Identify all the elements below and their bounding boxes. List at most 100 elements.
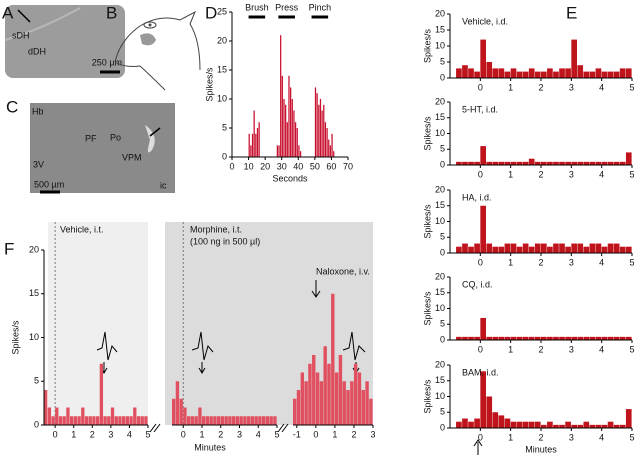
bar: [595, 424, 602, 428]
bar: [589, 71, 596, 78]
bar: [577, 65, 584, 78]
y-tick-label: 20: [435, 359, 445, 369]
x-tick-label: 0: [181, 429, 186, 439]
bar: [504, 161, 511, 165]
bar: [522, 71, 529, 78]
x-tick-label: 4: [256, 429, 261, 439]
y-tick-label: 5: [440, 144, 445, 154]
bar: [468, 246, 474, 253]
bar: [541, 336, 547, 340]
panel-background: [48, 222, 148, 425]
bar: [516, 246, 523, 253]
y-tick-label: 5: [222, 122, 227, 132]
bar: [474, 161, 480, 165]
x-tick-label: 4: [599, 344, 604, 354]
rat-pupil: [148, 23, 152, 27]
bar: [456, 68, 462, 78]
bar: [258, 122, 260, 157]
bar: [541, 71, 547, 78]
bar: [316, 93, 318, 157]
bar: [462, 65, 468, 78]
bar: [353, 363, 358, 425]
y-tick-label: 20: [435, 271, 445, 281]
y-tick-label: 20: [29, 244, 39, 254]
bar: [258, 416, 262, 425]
bar: [456, 246, 462, 253]
y-axis-label: Spikes/s: [10, 320, 20, 355]
bar: [595, 243, 602, 253]
y-tick-label: 15: [435, 112, 445, 122]
y-tick-label: 15: [435, 200, 445, 210]
panel-label: B: [106, 3, 117, 22]
y-axis-label: Spikes/s: [422, 379, 432, 414]
bar: [510, 68, 517, 78]
bar: [110, 407, 115, 425]
x-tick-label: 0: [229, 161, 234, 171]
bar: [125, 416, 130, 425]
bar: [589, 336, 596, 340]
bar: [288, 75, 290, 157]
bar: [133, 407, 137, 425]
bar: [250, 145, 252, 157]
bar: [239, 416, 243, 425]
bar: [504, 418, 511, 428]
bar: [62, 416, 66, 425]
x-tick-label: 1: [508, 257, 513, 267]
bar: [314, 87, 317, 157]
x-tick-label: 1: [508, 82, 513, 92]
bar: [92, 416, 96, 425]
bar: [547, 68, 553, 78]
bar: [255, 133, 257, 157]
panel-label: D: [205, 3, 217, 22]
bar: [516, 421, 523, 428]
scale-bar-label: 500 µm: [34, 179, 64, 189]
y-tick-label: 10: [435, 303, 445, 313]
bar: [217, 416, 221, 425]
bar: [619, 424, 626, 428]
bar: [350, 381, 354, 425]
bar: [243, 416, 247, 425]
bar: [522, 161, 529, 165]
bar: [480, 205, 486, 253]
bar: [613, 424, 620, 428]
bar: [625, 246, 632, 253]
label-pf: PF: [85, 133, 97, 143]
panel-label: A: [2, 3, 14, 22]
bar: [66, 407, 70, 425]
bar: [528, 158, 535, 165]
y-tick-label: 25: [217, 6, 227, 16]
x-tick-label: 5: [629, 169, 634, 179]
bar: [51, 416, 55, 425]
bar: [607, 243, 614, 253]
x-tick-label: 4: [599, 432, 604, 442]
bar: [553, 424, 559, 428]
panel-label: F: [4, 239, 14, 258]
bar: [492, 412, 499, 428]
bar: [613, 71, 620, 78]
bar: [456, 421, 462, 428]
bar: [571, 161, 577, 165]
bar: [571, 243, 577, 253]
bar: [613, 161, 620, 165]
label-ddh: dDH: [28, 46, 46, 56]
bar: [308, 363, 312, 425]
bar: [571, 424, 577, 428]
arrow: [149, 127, 161, 137]
bar: [118, 416, 122, 425]
bar: [583, 246, 590, 253]
x-axis-label: Minutes: [525, 444, 557, 454]
bar: [323, 104, 325, 157]
x-tick-label: 5: [629, 82, 634, 92]
bar: [96, 416, 100, 425]
y-axis-label: Spikes/s: [422, 28, 432, 63]
x-tick-label: 5: [145, 429, 150, 439]
bar: [486, 336, 493, 340]
y-tick-label: 0: [222, 151, 227, 161]
bar: [114, 416, 118, 425]
x-tick-label: 4: [599, 257, 604, 267]
bar: [565, 421, 571, 428]
bar: [547, 421, 553, 428]
bar: [175, 381, 180, 425]
bar: [492, 336, 499, 340]
